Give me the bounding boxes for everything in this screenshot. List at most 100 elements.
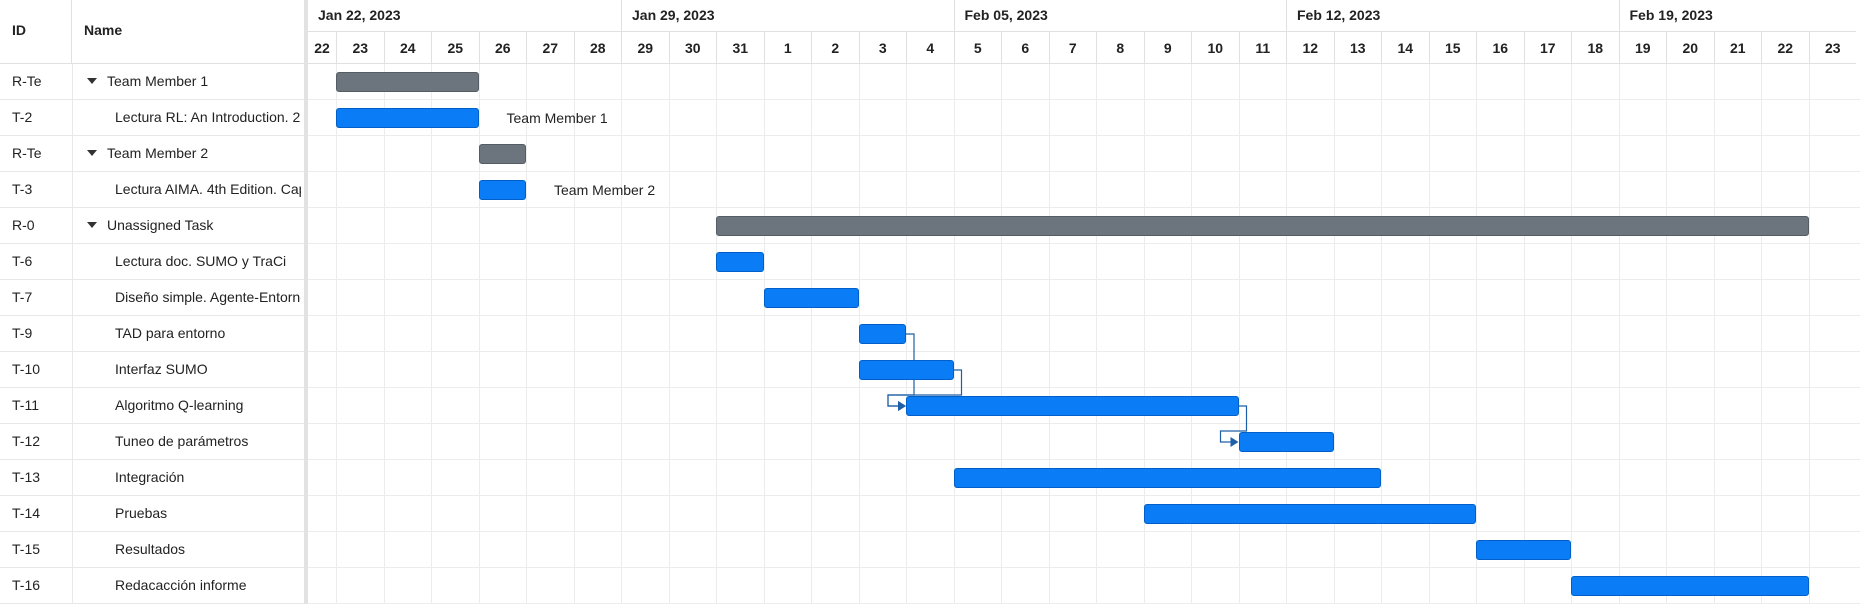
grid-task-row[interactable]: T-2 Lectura RL: An Introduction. 2 (0, 100, 304, 136)
week-header: Feb 05, 2023 (953, 0, 1286, 32)
grid-header-id[interactable]: ID (0, 0, 72, 64)
row-gridline (308, 531, 1860, 532)
task-bar[interactable] (763, 288, 859, 308)
row-name: Tuneo de parámetros (115, 433, 249, 449)
chevron-down-icon[interactable] (87, 78, 97, 84)
grid-task-row[interactable]: T-6 Lectura doc. SUMO y TraCi (0, 244, 304, 280)
dependency-link[interactable] (887, 369, 963, 407)
dependency-link[interactable] (1219, 405, 1248, 443)
row-name-cell: Integración (72, 460, 301, 496)
chevron-down-icon[interactable] (87, 150, 97, 156)
group-bar[interactable] (478, 144, 526, 164)
day-gridline (1523, 64, 1525, 604)
day-gridline (1761, 64, 1762, 604)
bar-resource-label: Team Member 2 (554, 182, 656, 198)
grid-group-row[interactable]: R-Te Team Member 2 (0, 136, 304, 172)
day-header: 10 (1191, 32, 1239, 64)
task-bar[interactable] (858, 360, 954, 380)
task-bar[interactable] (336, 108, 479, 128)
week-header: Feb 19, 2023 (1618, 0, 1856, 32)
grid-header-name[interactable]: Name (72, 0, 304, 64)
grid-task-row[interactable]: T-7 Diseño simple. Agente-Entorno (0, 280, 304, 316)
day-gridline (431, 64, 432, 604)
row-id: T-12 (12, 433, 41, 449)
day-gridline (1618, 64, 1620, 604)
grid-task-row[interactable]: T-11 Algoritmo Q-learning (0, 388, 304, 424)
row-name-cell: Unassigned Task (72, 208, 301, 244)
row-name: Team Member 2 (107, 145, 209, 161)
row-gridline (308, 243, 1860, 244)
day-header: 22 (308, 32, 336, 64)
row-gridline (308, 207, 1860, 208)
row-id: T-11 (12, 397, 39, 413)
day-header: 15 (1428, 32, 1476, 64)
row-name-cell: Interfaz SUMO (72, 352, 301, 388)
row-id: T-14 (12, 505, 41, 521)
day-gridline (1476, 64, 1477, 604)
grid-task-row[interactable]: T-12 Tuneo de parámetros (0, 424, 304, 460)
day-header: 25 (431, 32, 479, 64)
day-gridline (1048, 64, 1050, 604)
row-name: Diseño simple. Agente-Entorno (115, 289, 301, 305)
task-bar[interactable] (1238, 432, 1334, 452)
chevron-down-icon[interactable] (87, 222, 97, 228)
task-bar[interactable] (1571, 576, 1809, 596)
task-bar[interactable] (1143, 504, 1476, 524)
row-id: T-2 (12, 109, 33, 125)
day-gridline (621, 64, 622, 604)
row-name: Lectura doc. SUMO y TraCi (115, 253, 287, 269)
gantt-timeline: Jan 22, 2023 Jan 29, 2023 Feb 05, 2023 Feb … (308, 0, 1860, 604)
row-id: R-Te (12, 73, 42, 89)
day-gridline (1571, 64, 1572, 604)
task-bar[interactable] (478, 180, 526, 200)
task-bar[interactable] (906, 396, 1239, 416)
day-gridline (1238, 64, 1240, 604)
row-gridline (308, 459, 1860, 460)
day-header: 6 (1001, 32, 1049, 64)
day-gridline (336, 64, 337, 604)
row-id: T-9 (12, 325, 33, 341)
day-header: 7 (1048, 32, 1096, 64)
day-header: 11 (1238, 32, 1286, 64)
row-name-cell: Redacacción informe (72, 568, 301, 604)
row-name-cell: Team Member 1 (72, 64, 301, 100)
group-bar[interactable] (336, 72, 479, 92)
grid-task-row[interactable]: T-10 Interfaz SUMO (0, 352, 304, 388)
day-header: 30 (668, 32, 716, 64)
grid-task-row[interactable]: T-16 Redacacción informe (0, 568, 304, 604)
row-gridline (308, 99, 1860, 100)
grid-task-row[interactable]: T-15 Resultados (0, 532, 304, 568)
row-name: Team Member 1 (107, 73, 209, 89)
grid-task-row[interactable]: T-9 TAD para entorno (0, 316, 304, 352)
grid-task-row[interactable]: T-14 Pruebas (0, 496, 304, 532)
grid-task-row[interactable]: T-3 Lectura AIMA. 4th Edition. Cap (0, 172, 304, 208)
task-grid: ID Name R-Te Team Member 1 T-2 Lectura RL: … (0, 0, 308, 604)
day-gridline (1191, 64, 1192, 604)
group-bar[interactable] (716, 216, 1809, 236)
grid-task-row[interactable]: T-13 Integración (0, 460, 304, 496)
task-bar[interactable] (858, 324, 906, 344)
row-gridline (308, 279, 1860, 280)
row-name-cell: Team Member 2 (72, 136, 301, 172)
task-bar[interactable] (1476, 540, 1571, 560)
day-header: 5 (953, 32, 1001, 64)
grid-group-row[interactable]: R-Te Team Member 1 (0, 64, 304, 100)
day-gridline (811, 64, 812, 604)
day-gridline (716, 64, 717, 604)
day-gridline (1096, 64, 1097, 604)
task-bar[interactable] (716, 252, 764, 272)
row-gridline (308, 567, 1860, 568)
row-name-cell: Lectura doc. SUMO y TraCi (72, 244, 301, 280)
day-gridline (953, 64, 955, 604)
day-header: 29 (621, 32, 669, 64)
day-gridline (1808, 64, 1810, 604)
row-name-cell: Lectura RL: An Introduction. 2 (72, 100, 301, 136)
day-gridline (1666, 64, 1667, 604)
row-gridline (308, 495, 1860, 496)
row-id: T-16 (12, 577, 41, 593)
day-header: 20 (1666, 32, 1714, 64)
task-bar[interactable] (953, 468, 1381, 488)
grid-group-row[interactable]: R-0 Unassigned Task (0, 208, 304, 244)
day-header: 12 (1286, 32, 1334, 64)
week-header: Jan 22, 2023 (308, 0, 621, 32)
